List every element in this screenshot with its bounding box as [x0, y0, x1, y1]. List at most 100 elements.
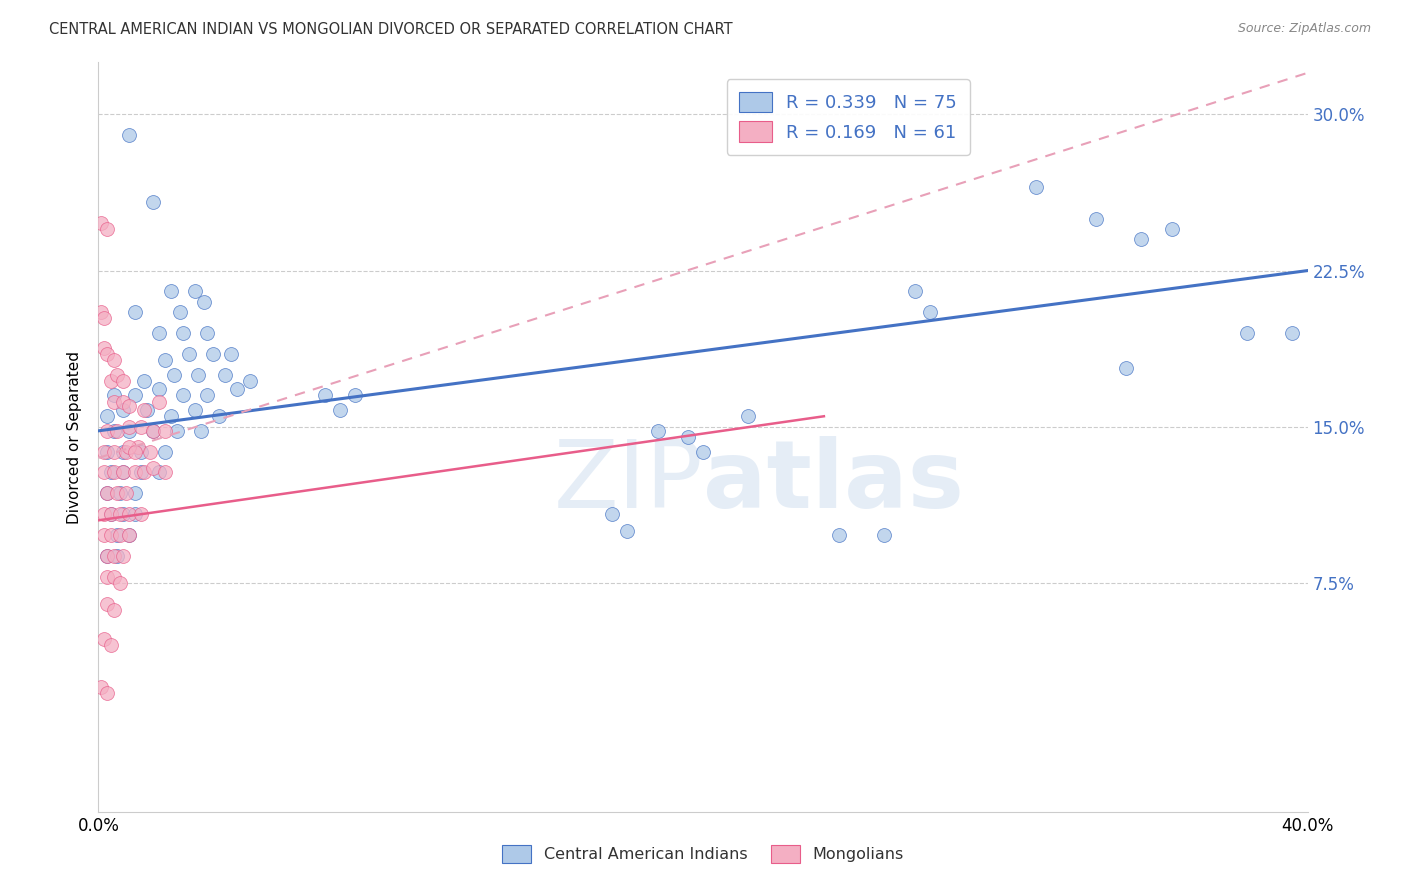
- Point: [124, 507, 146, 521]
- Point: [1024, 180, 1046, 194]
- Point: [111, 444, 134, 458]
- Point: [153, 424, 176, 438]
- Point: [1160, 222, 1182, 236]
- Point: [124, 305, 146, 319]
- Point: [111, 374, 134, 388]
- Point: [124, 388, 146, 402]
- Point: [96, 597, 118, 611]
- Point: [344, 388, 367, 402]
- Point: [124, 486, 146, 500]
- Point: [103, 603, 125, 617]
- Point: [169, 305, 191, 319]
- Point: [108, 575, 131, 590]
- Point: [111, 549, 134, 563]
- Point: [129, 466, 152, 480]
- Point: [148, 382, 170, 396]
- Point: [93, 341, 115, 355]
- Point: [142, 424, 165, 438]
- Point: [314, 388, 336, 402]
- Point: [100, 466, 122, 480]
- Point: [124, 444, 146, 458]
- Point: [132, 403, 155, 417]
- Point: [616, 524, 638, 538]
- Point: [142, 424, 165, 438]
- Point: [118, 507, 141, 521]
- Point: [918, 305, 941, 319]
- Point: [103, 466, 125, 480]
- Point: [96, 569, 118, 583]
- Point: [93, 311, 115, 326]
- Point: [96, 409, 118, 424]
- Point: [96, 486, 118, 500]
- Point: [179, 347, 201, 361]
- Point: [208, 409, 231, 424]
- Point: [93, 507, 115, 521]
- Point: [737, 409, 759, 424]
- Point: [100, 528, 122, 542]
- Point: [184, 285, 207, 299]
- Point: [118, 399, 141, 413]
- Point: [139, 444, 162, 458]
- Point: [118, 528, 141, 542]
- Point: [111, 466, 134, 480]
- Point: [187, 368, 209, 382]
- Point: [103, 388, 125, 402]
- Point: [96, 347, 118, 361]
- Point: [676, 430, 699, 444]
- Point: [114, 444, 136, 458]
- Point: [111, 394, 134, 409]
- Point: [195, 326, 218, 340]
- Point: [93, 528, 115, 542]
- Point: [1085, 211, 1108, 226]
- Point: [214, 368, 236, 382]
- Point: [148, 466, 170, 480]
- Point: [105, 549, 128, 563]
- Point: [103, 394, 125, 409]
- Point: [647, 424, 669, 438]
- Point: [184, 403, 207, 417]
- Point: [90, 305, 112, 319]
- Point: [163, 368, 186, 382]
- Point: [100, 507, 122, 521]
- Point: [96, 444, 118, 458]
- Point: [90, 680, 112, 694]
- Point: [96, 424, 118, 438]
- Point: [129, 507, 152, 521]
- Point: [103, 569, 125, 583]
- Point: [166, 424, 188, 438]
- Point: [153, 444, 176, 458]
- Point: [239, 374, 262, 388]
- Point: [193, 294, 215, 309]
- Point: [1115, 361, 1137, 376]
- Text: ZIP: ZIP: [554, 436, 703, 528]
- Point: [692, 444, 714, 458]
- Point: [114, 486, 136, 500]
- Point: [153, 466, 176, 480]
- Point: [105, 368, 128, 382]
- Y-axis label: Divorced or Separated: Divorced or Separated: [67, 351, 83, 524]
- Point: [103, 549, 125, 563]
- Point: [1281, 326, 1303, 340]
- Point: [96, 222, 118, 236]
- Point: [148, 326, 170, 340]
- Point: [96, 549, 118, 563]
- Point: [329, 403, 352, 417]
- Point: [160, 409, 183, 424]
- Point: [103, 424, 125, 438]
- Point: [100, 638, 122, 652]
- Point: [111, 403, 134, 417]
- Point: [105, 424, 128, 438]
- Point: [190, 424, 212, 438]
- Point: [172, 326, 194, 340]
- Point: [1236, 326, 1258, 340]
- Point: [1130, 232, 1153, 246]
- Point: [873, 528, 896, 542]
- Point: [142, 194, 165, 209]
- Text: Source: ZipAtlas.com: Source: ZipAtlas.com: [1237, 22, 1371, 36]
- Point: [96, 686, 118, 700]
- Point: [100, 507, 122, 521]
- Point: [132, 466, 155, 480]
- Point: [93, 632, 115, 646]
- Point: [103, 353, 125, 368]
- Point: [111, 507, 134, 521]
